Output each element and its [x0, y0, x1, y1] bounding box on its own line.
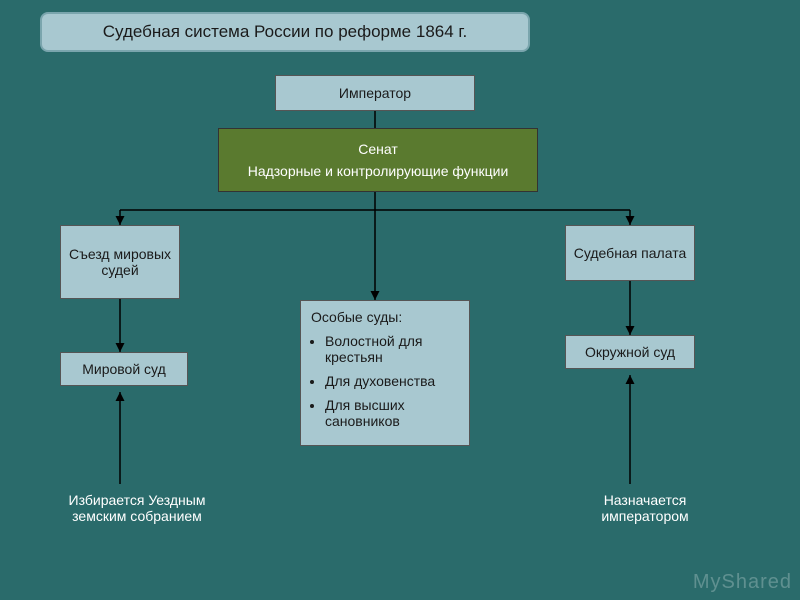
special-courts-list: Волостной для крестьян Для духовенства Д…	[311, 333, 459, 429]
left-caption: Избирается Уездным земским собранием	[52, 492, 222, 524]
district-court-box: Окружной суд	[565, 335, 695, 369]
congress-justices-label: Съезд мировых судей	[67, 246, 173, 278]
world-court-label: Мировой суд	[82, 361, 166, 377]
list-item: Волостной для крестьян	[325, 333, 459, 365]
special-courts-header: Особые суды:	[311, 309, 459, 325]
title-text: Судебная система России по реформе 1864 …	[103, 22, 468, 42]
list-item: Для высших сановников	[325, 397, 459, 429]
senate-line2: Надзорные и контролирующие функции	[225, 163, 531, 179]
congress-justices-box: Съезд мировых судей	[60, 225, 180, 299]
watermark: MyShared	[693, 571, 792, 594]
emperor-label: Император	[339, 85, 411, 101]
right-caption: Назначается императором	[570, 492, 720, 524]
list-item: Для духовенства	[325, 373, 459, 389]
special-courts-box: Особые суды: Волостной для крестьян Для …	[300, 300, 470, 446]
judicial-chamber-box: Судебная палата	[565, 225, 695, 281]
emperor-box: Император	[275, 75, 475, 111]
world-court-box: Мировой суд	[60, 352, 188, 386]
diagram-title: Судебная система России по реформе 1864 …	[40, 12, 530, 52]
judicial-chamber-label: Судебная палата	[574, 245, 687, 261]
senate-line1: Сенат	[225, 141, 531, 157]
district-court-label: Окружной суд	[585, 344, 675, 360]
senate-box: Сенат Надзорные и контролирующие функции	[218, 128, 538, 192]
